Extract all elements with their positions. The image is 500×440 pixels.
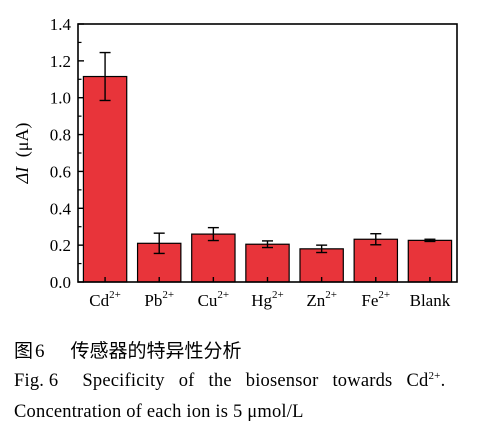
y-axis: 0.0 0.2 0.4 0.6 0.8 1.0 1.2 1.4 xyxy=(50,15,84,292)
bar xyxy=(245,243,290,283)
caption-en-ion-charge: 2+ xyxy=(428,369,441,382)
bars-group xyxy=(82,75,453,283)
x-tick-label: Blank xyxy=(410,291,451,310)
caption-en-fig: Fig. 6 xyxy=(14,371,59,391)
caption-zh-text: 传感器的特异性分析 xyxy=(70,340,242,362)
y-axis-label-unit: (μA) xyxy=(12,123,33,158)
bar xyxy=(299,248,344,283)
caption-en-word: biosensor xyxy=(245,371,319,391)
figure-caption-chinese: 图 6 传感器的特异性分析 xyxy=(14,336,242,363)
caption-en-word: the xyxy=(208,371,232,391)
x-tick-label: Cu2+ xyxy=(198,289,230,310)
error-bars-group xyxy=(99,51,436,255)
y-tick-label: 1.4 xyxy=(50,15,72,34)
y-tick-label: 1.0 xyxy=(50,89,71,108)
bar xyxy=(407,239,453,283)
y-tick-label: 0.6 xyxy=(50,162,71,181)
x-tick-label: Hg2+ xyxy=(251,289,284,310)
y-axis-label-symbol: ΔI xyxy=(12,166,32,185)
y-tick-label: 1.2 xyxy=(50,52,71,71)
x-axis: Cd2+ Pb2+ Cu2+ Hg2+ Zn2+ Fe2+ Blank xyxy=(89,277,451,310)
bar-chart: 0.0 0.2 0.4 0.6 0.8 1.0 1.2 1.4 Cd2+ Pb2+ Cu2+ Hg2… xyxy=(12,15,458,310)
figure-caption-english-line1: Fig. 6 Specificity of the biosensor towards Cd… xyxy=(14,369,446,392)
figure-caption-english-line2: Concentration of each ion is 5 μmol/L xyxy=(14,402,304,423)
x-tick-label: Fe2+ xyxy=(361,289,390,310)
caption-en-period: . xyxy=(440,371,446,391)
bar xyxy=(82,75,128,283)
x-tick-label: Zn2+ xyxy=(306,289,337,310)
caption-zh-number: 6 xyxy=(35,341,45,362)
bar xyxy=(191,233,236,283)
y-tick-label: 0.0 xyxy=(50,273,71,292)
caption-en-word: Specificity xyxy=(82,371,165,391)
y-tick-label: 0.2 xyxy=(50,236,71,255)
y-axis-label: ΔI (μA) xyxy=(12,123,33,185)
y-tick-label: 0.4 xyxy=(50,199,72,218)
caption-en-ion: Cd xyxy=(406,371,429,391)
caption-zh-label: 图 xyxy=(14,340,34,362)
caption-en-line2: Concentration of each ion is 5 μmol/L xyxy=(14,402,304,422)
y-tick-label: 0.8 xyxy=(50,126,71,145)
x-tick-label: Cd2+ xyxy=(89,289,121,310)
caption-en-word: towards xyxy=(332,371,393,391)
bar xyxy=(353,238,399,283)
caption-en-word: of xyxy=(178,371,195,391)
x-tick-label: Pb2+ xyxy=(144,289,174,310)
